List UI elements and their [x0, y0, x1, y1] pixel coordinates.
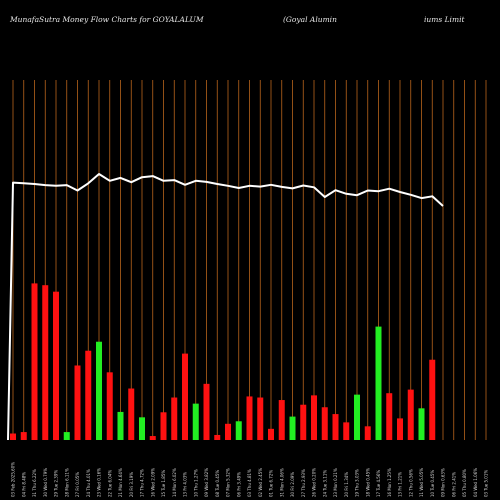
- money-flow-bar: [397, 418, 403, 440]
- x-axis-label: 31 Thu 6.22%: [32, 469, 37, 497]
- x-axis-label: 02 Wed 2.45%: [258, 468, 263, 497]
- x-axis-label: 17 Tue 4.56%: [376, 470, 381, 497]
- money-flow-bar: [139, 417, 145, 440]
- money-flow-bar: [343, 422, 350, 440]
- x-axis-label: 06 Fri 2.41%: [451, 472, 456, 497]
- money-flow-bar: [386, 393, 393, 440]
- money-flow-bar: [364, 426, 371, 440]
- company-name-part1: (Goyal Alumin: [283, 15, 337, 24]
- money-flow-bar: [106, 372, 113, 440]
- money-flow-bar: [42, 285, 49, 440]
- x-axis-label: 24 Tue 3.11%: [322, 470, 327, 497]
- x-axis-label: 12 Thu 0.56%: [408, 469, 413, 497]
- money-flow-bar: [31, 283, 38, 440]
- x-axis-label: 16 Mon 1.25%: [387, 468, 392, 497]
- money-flow-bar: [96, 341, 102, 440]
- chart-title: MunafaSutra Money Flow Charts for GOYALA…: [10, 15, 204, 24]
- money-flow-bar: [235, 421, 242, 440]
- x-axis-label: 07 Mon 5.32%: [226, 468, 231, 497]
- money-flow-bar: [20, 432, 27, 440]
- money-flow-bar: [257, 397, 264, 440]
- money-flow-bar: [171, 397, 178, 440]
- money-flow-bar: [192, 403, 199, 440]
- money-flow-bar: [300, 404, 307, 440]
- money-flow-bars: [10, 283, 436, 440]
- money-flow-bar: [289, 416, 296, 440]
- x-axis-label: 11 Wed 5.05%: [419, 468, 424, 497]
- money-flow-bar: [74, 365, 81, 440]
- x-axis-label: 23 Mon 0.21%: [333, 468, 338, 497]
- money-flow-bar: [418, 408, 425, 440]
- x-axis-label: 09 Mon 0.63%: [441, 468, 446, 497]
- x-axis-label: 09 Wed 3.82%: [204, 468, 209, 497]
- x-axis-label: 30 Fri 2.09%: [290, 472, 295, 497]
- money-flow-bar: [225, 423, 231, 440]
- x-axis-label: 01 Tue 6.72%: [269, 470, 274, 497]
- x-axis-label: 13 Fri 1.21%: [398, 472, 403, 497]
- money-flow-bar: [407, 389, 414, 440]
- money-flow-bar: [182, 353, 188, 440]
- x-axis-label: 08 Tue 0.45%: [215, 470, 220, 497]
- x-axis-label: 20 Fri 1.34%: [344, 472, 349, 497]
- money-flow-bar: [278, 400, 285, 440]
- money-flow-bar: [160, 412, 167, 440]
- money-flow-bar: [53, 291, 59, 440]
- money-flow-bar: [214, 434, 221, 440]
- x-axis-label: 03 Feb 2025,60%: [11, 462, 16, 497]
- x-axis-label: 05 Thu 0.80%: [462, 469, 467, 497]
- x-axis-label: 26 Wed 0.20%: [312, 468, 317, 497]
- money-flow-bar: [268, 428, 274, 440]
- price-line-group: [7, 173, 444, 441]
- x-axis-label: 06 Fri 3.49%: [236, 472, 241, 497]
- x-axis-label: 03 Thu 4.81%: [247, 469, 252, 497]
- money-flow-bar: [10, 433, 16, 440]
- x-axis-label: 23 Wed 0.16%: [97, 468, 102, 497]
- money-flow-bar: [117, 411, 124, 440]
- money-flow-bar: [63, 432, 70, 440]
- money-flow-bar: [321, 407, 328, 440]
- x-axis-label: 30 Wed 0.79%: [43, 468, 48, 497]
- x-axis-label: 24 Thu 4.01%: [86, 469, 91, 497]
- x-axis-label: 04 Fri 8.48%: [21, 472, 26, 497]
- x-axis-label: 27 Thu 2.93%: [301, 469, 306, 497]
- x-axis-labels: 03 Feb 2025,60% 04 Fri 8.48% 31 Thu 6.22% 3…: [11, 462, 489, 497]
- x-axis-label: 18 Wed 0.45%: [365, 468, 370, 497]
- x-axis-label: 28 Mon 6.11%: [64, 468, 69, 497]
- x-axis-label: 16 Wed 2.09%: [150, 468, 155, 497]
- money-flow-bar: [332, 414, 339, 440]
- grid-lines: [12, 80, 487, 440]
- money-flow-bar: [246, 396, 253, 440]
- money-flow-bar: [149, 436, 156, 440]
- x-axis-label: 03 Tue 5.01%: [484, 470, 489, 497]
- money-flow-bar: [128, 388, 135, 440]
- x-axis-label: 27 Fri 0.05%: [75, 472, 80, 497]
- money-flow-bar: [429, 359, 436, 440]
- x-axis-label: 14 Mon 6.02%: [172, 468, 177, 497]
- money-flow-bar: [375, 326, 382, 440]
- x-axis-label: 22 Tue 6.04%: [107, 470, 112, 497]
- x-axis-label: 10 Thu 1.27%: [193, 469, 198, 497]
- x-axis-label: 15 Tue 1.85%: [161, 470, 166, 497]
- money-flow-bar: [203, 383, 210, 440]
- x-axis-label: 13 Fri 4.03%: [183, 472, 188, 497]
- x-axis-label: 20 Fri 3.19%: [129, 472, 134, 497]
- price-line: [7, 173, 444, 441]
- x-axis-label: 29 Tue 2.39%: [54, 470, 59, 497]
- company-name-part2: iums Limit: [424, 15, 465, 24]
- x-axis-label: 10 Tue 0.45%: [430, 470, 435, 497]
- money-flow-bar: [85, 350, 92, 440]
- money-flow-bar: [354, 394, 360, 440]
- x-axis-label: 19 Thu 3.03%: [355, 469, 360, 497]
- x-axis-label: 21 Mon 4.64%: [118, 468, 123, 497]
- x-axis-label: 04 Wed 1.06%: [473, 468, 478, 497]
- money-flow-bar: [311, 395, 317, 440]
- x-axis-label: 17 Thu 4.72%: [140, 469, 145, 497]
- x-axis-label: 31 Mon 4.06%: [279, 468, 284, 497]
